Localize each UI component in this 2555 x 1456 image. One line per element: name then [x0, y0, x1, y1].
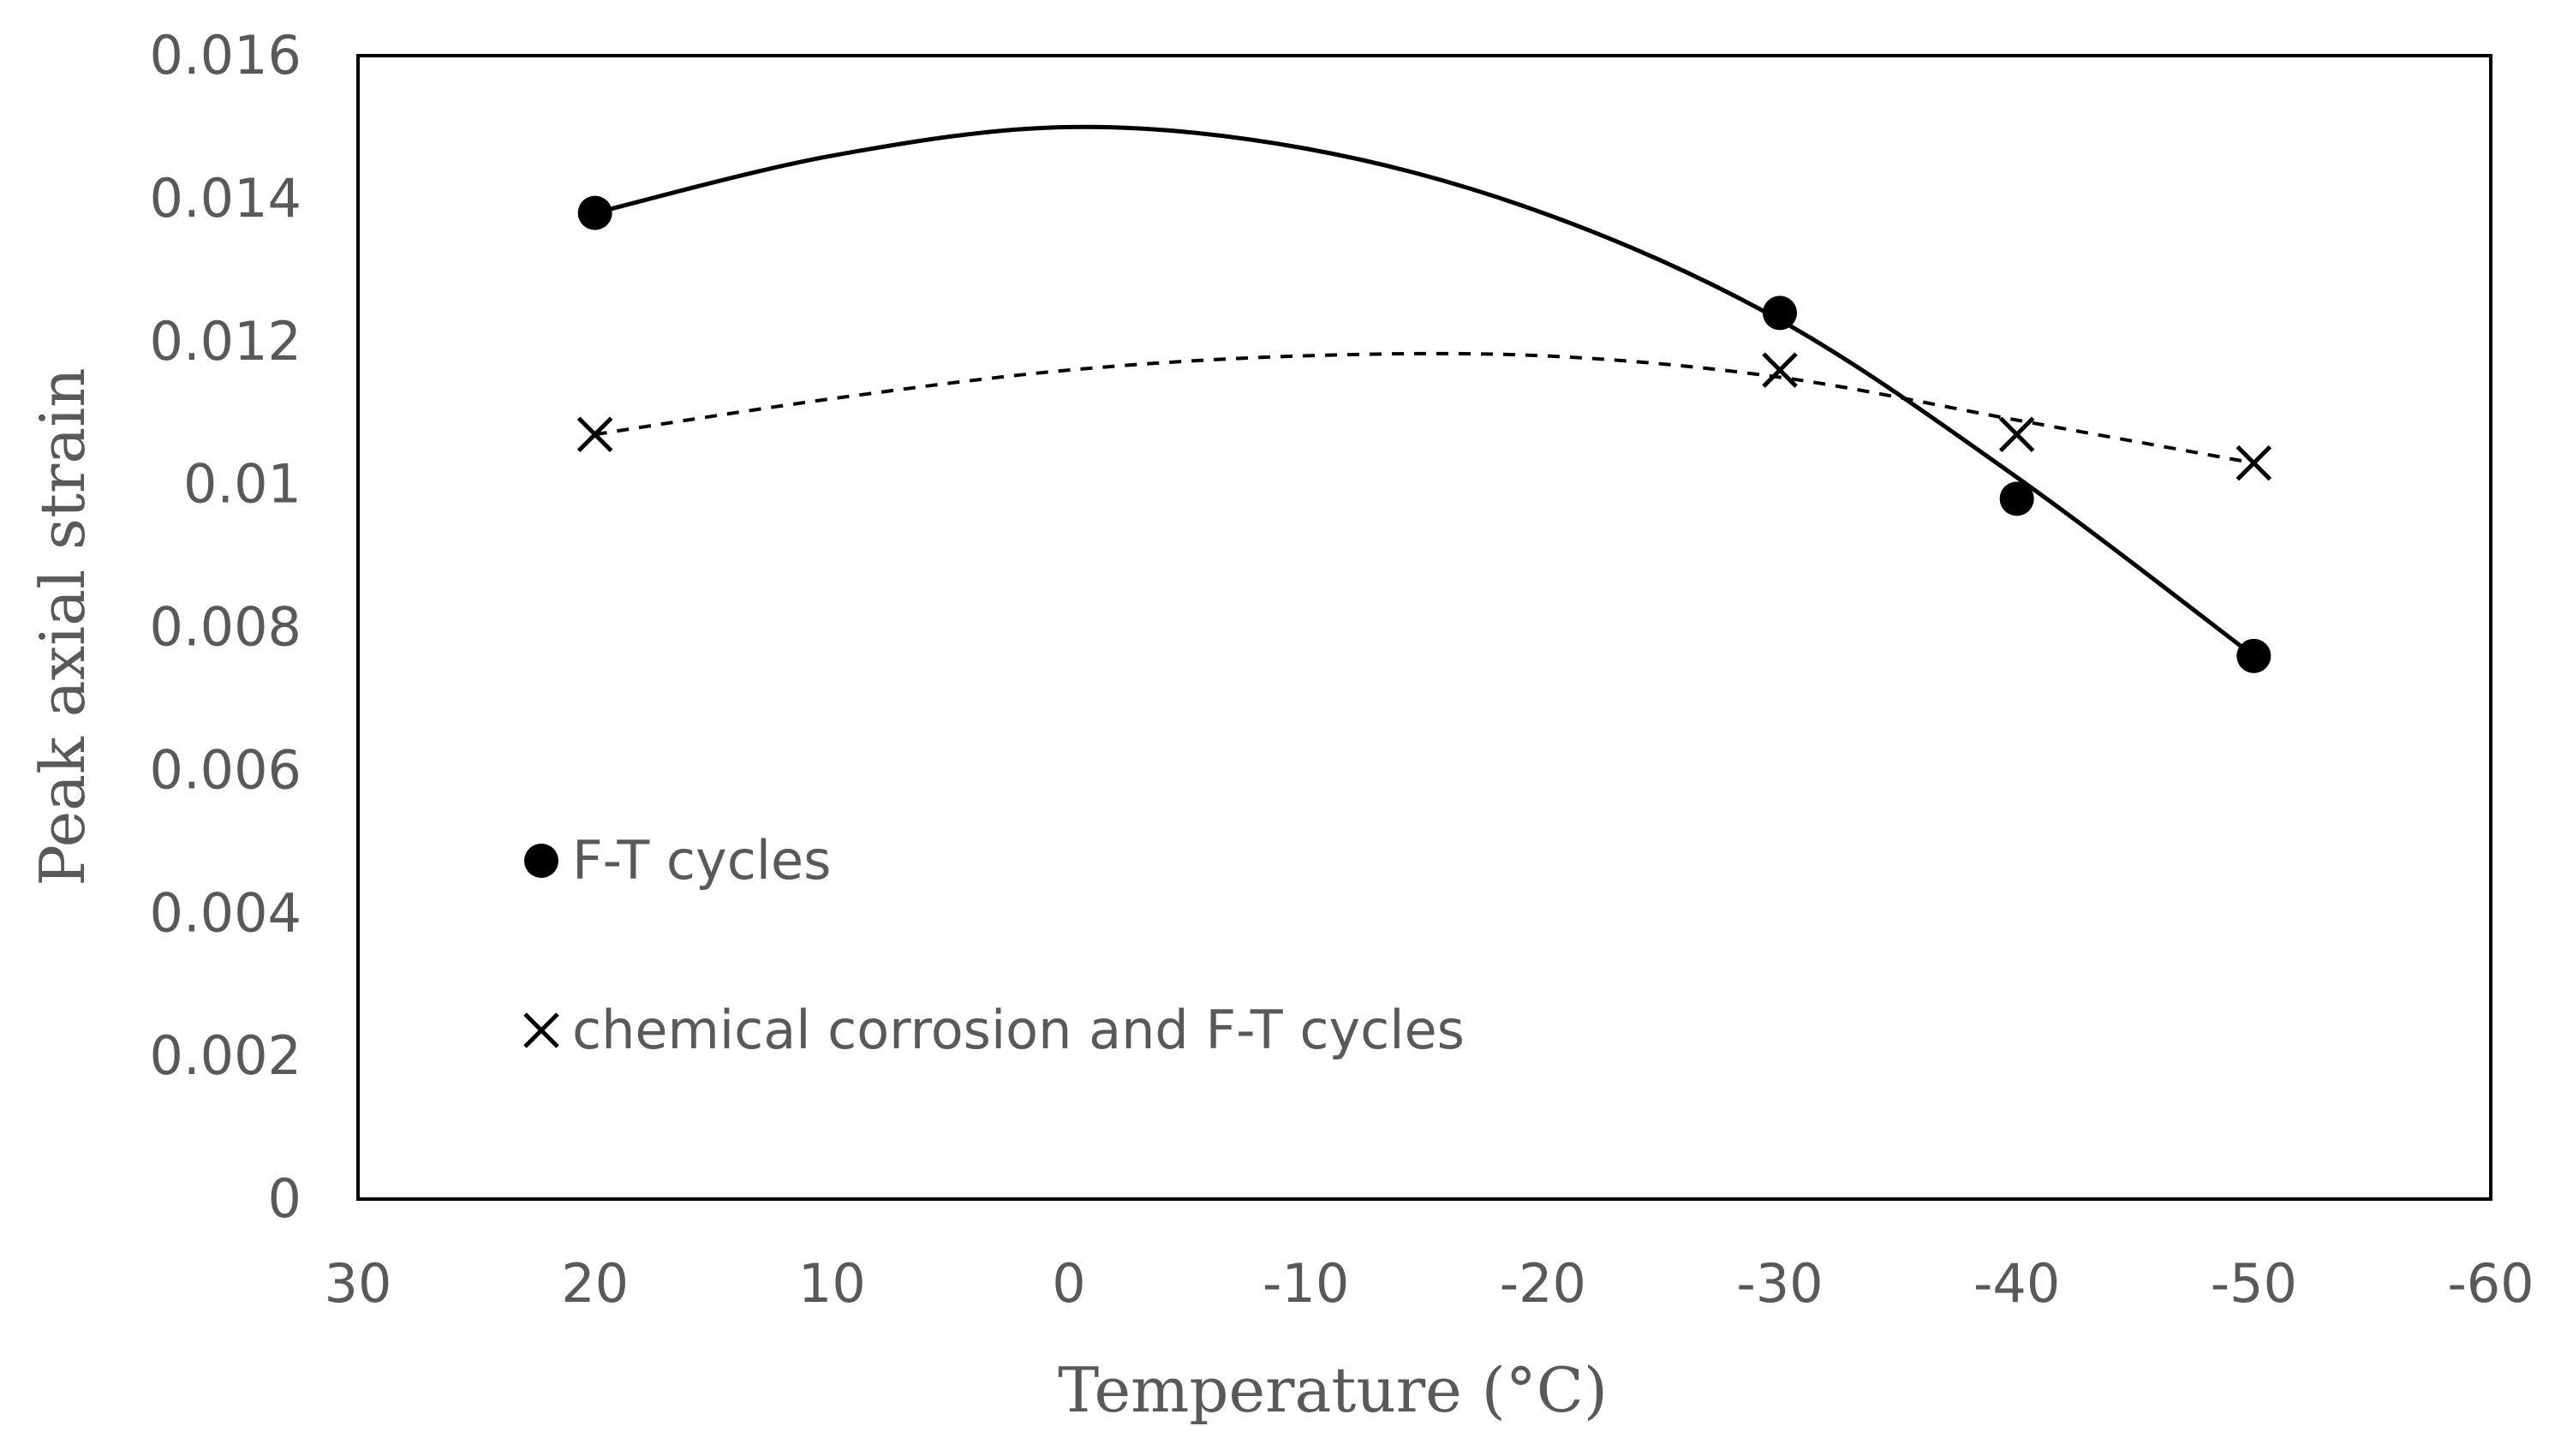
y-tick-label: 0.004: [150, 881, 302, 944]
x-axis-ticks: 30 20 10 0 -10 -20 -30 -40 -50 -60: [325, 1252, 2534, 1315]
data-point-chem-ft: [1762, 352, 1798, 388]
data-point-chem-ft: [576, 416, 613, 452]
x-tick-label: -40: [1973, 1252, 2060, 1315]
x-tick-label: -50: [2211, 1252, 2297, 1315]
plot-area: [356, 54, 2492, 1201]
legend-marker-ft: [524, 844, 558, 878]
data-point-ft: [1999, 481, 2034, 516]
legend: F-T cycles chemical corrosion and F-T cyc…: [523, 829, 1465, 1061]
x-tick-label: 30: [325, 1252, 392, 1315]
x-tick-label: -30: [1736, 1252, 1823, 1315]
x-tick-label: -60: [2447, 1252, 2534, 1315]
x-tick-label: -10: [1263, 1252, 1349, 1315]
trendline-dashed: [594, 351, 2254, 465]
trend-lines: [594, 124, 2255, 658]
y-axis-ticks: 0 0.002 0.004 0.006 0.008 0.01 0.012 0.014 0.016: [150, 24, 302, 1230]
y-tick-label: 0.014: [150, 167, 302, 230]
data-point-chem-ft: [1998, 416, 2035, 452]
x-tick-label: 10: [798, 1252, 866, 1315]
y-tick-label: 0.012: [150, 310, 302, 373]
x-tick-label: -20: [1500, 1252, 1586, 1315]
legend-marker-chem-ft: [523, 1012, 559, 1048]
y-tick-label: 0.016: [150, 24, 302, 87]
data-point-ft: [577, 195, 612, 230]
y-tick-label: 0.006: [150, 738, 302, 801]
y-tick-label: 0.01: [183, 453, 301, 516]
y-tick-label: 0: [268, 1167, 301, 1230]
data-point-ft: [2236, 638, 2271, 673]
y-tick-label: 0.008: [150, 596, 302, 659]
trendline-solid: [594, 124, 2255, 658]
data-point-ft: [1763, 295, 1797, 331]
legend-label-chem-ft: chemical corrosion and F-T cycles: [572, 999, 1465, 1061]
legend-label-ft: F-T cycles: [572, 829, 831, 892]
x-tick-label: 0: [1052, 1252, 1085, 1315]
y-axis-title: Peak axial strain: [27, 367, 98, 886]
x-axis-title: Temperature (°C): [1058, 1354, 1608, 1426]
data-markers: [576, 195, 2272, 673]
y-tick-label: 0.002: [150, 1024, 302, 1087]
x-tick-label: 20: [561, 1252, 629, 1315]
data-point-chem-ft: [2236, 445, 2272, 481]
